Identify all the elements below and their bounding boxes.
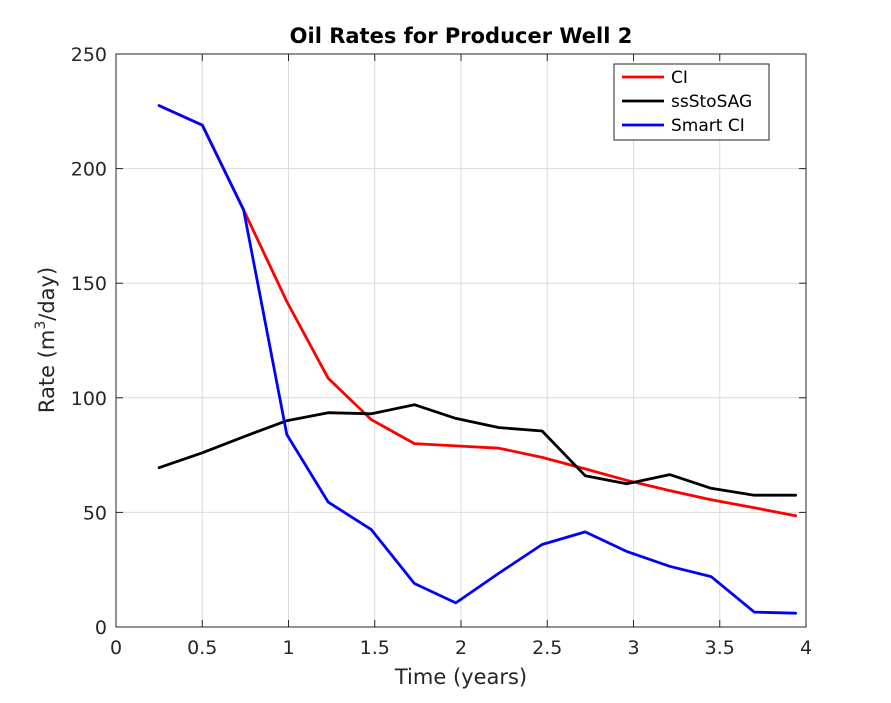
x-tick-label: 0 <box>110 637 122 659</box>
y-axis-label-suffix: /day) <box>35 267 59 321</box>
y-axis-label-superscript: 3 <box>33 321 49 330</box>
x-tick-label: 0.5 <box>187 637 217 659</box>
x-tick-label: 2.5 <box>532 637 562 659</box>
series-line-smart-ci <box>157 104 797 615</box>
series-line-ci <box>157 104 797 518</box>
legend-entry-label: CI <box>671 68 688 88</box>
x-tick-label: 1 <box>282 637 294 659</box>
y-tick-label: 150 <box>71 273 107 295</box>
x-tick-label: 3.5 <box>705 637 735 659</box>
x-tick-label: 2 <box>455 637 467 659</box>
y-tick-label: 50 <box>83 502 107 524</box>
y-tick-label: 100 <box>71 388 107 410</box>
legend-entry-label: Smart CI <box>671 116 745 136</box>
x-tick-label: 1.5 <box>360 637 390 659</box>
x-tick-label: 4 <box>800 637 812 659</box>
legend-entry-label: ssStoSAG <box>671 92 752 112</box>
x-axis-label: Time (years) <box>394 665 527 689</box>
axis-ticks: 0 0.5 1 1.5 2 2.5 3 3.5 4 0 50 100 150 200 250 <box>71 44 812 659</box>
series-line-ssstosag <box>157 403 797 497</box>
legend: CI ssStoSAG Smart CI <box>613 63 770 141</box>
y-tick-label: 200 <box>71 159 107 181</box>
x-tick-label: 3 <box>627 637 639 659</box>
y-tick-label: 0 <box>95 617 107 639</box>
y-axis-label: Rate (m3/day) <box>33 267 59 413</box>
y-tick-label: 250 <box>71 44 107 66</box>
y-axis-label-prefix: Rate (m <box>35 330 59 413</box>
series-lines <box>157 104 797 615</box>
chart-title: Oil Rates for Producer Well 2 <box>290 24 633 48</box>
